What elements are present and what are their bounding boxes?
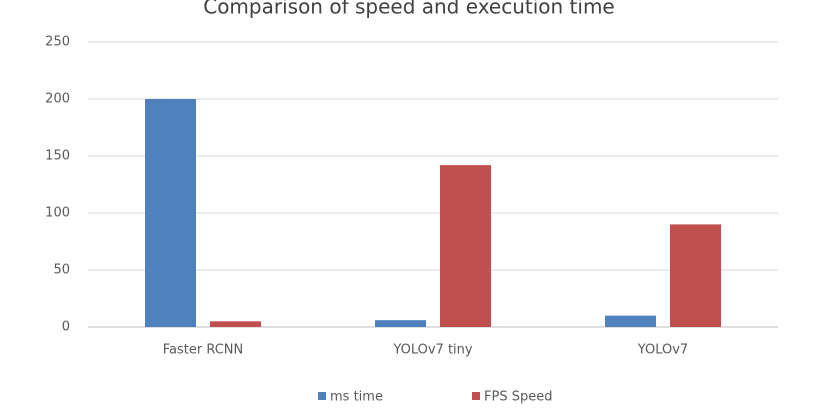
y-tick-label: 150	[45, 149, 70, 164]
legend-label: FPS Speed	[484, 390, 552, 405]
bar	[145, 99, 196, 327]
x-tick-label: YOLOv7 tiny	[392, 343, 473, 358]
bar	[440, 165, 491, 327]
legend-swatch	[318, 392, 326, 400]
y-tick-label: 50	[53, 263, 70, 278]
y-tick-label: 100	[45, 206, 70, 221]
legend-swatch	[472, 392, 480, 400]
x-tick-label: Faster RCNN	[163, 343, 244, 358]
legend-label: ms time	[330, 390, 383, 405]
bar	[670, 224, 721, 327]
chart-title: Comparison of speed and execution time	[203, 0, 615, 19]
bar	[375, 320, 426, 327]
bar	[605, 315, 656, 327]
y-tick-label: 200	[45, 92, 70, 107]
y-tick-label: 0	[62, 320, 70, 335]
bar	[210, 321, 261, 327]
x-tick-label: YOLOv7	[637, 343, 688, 358]
y-tick-label: 250	[45, 35, 70, 50]
